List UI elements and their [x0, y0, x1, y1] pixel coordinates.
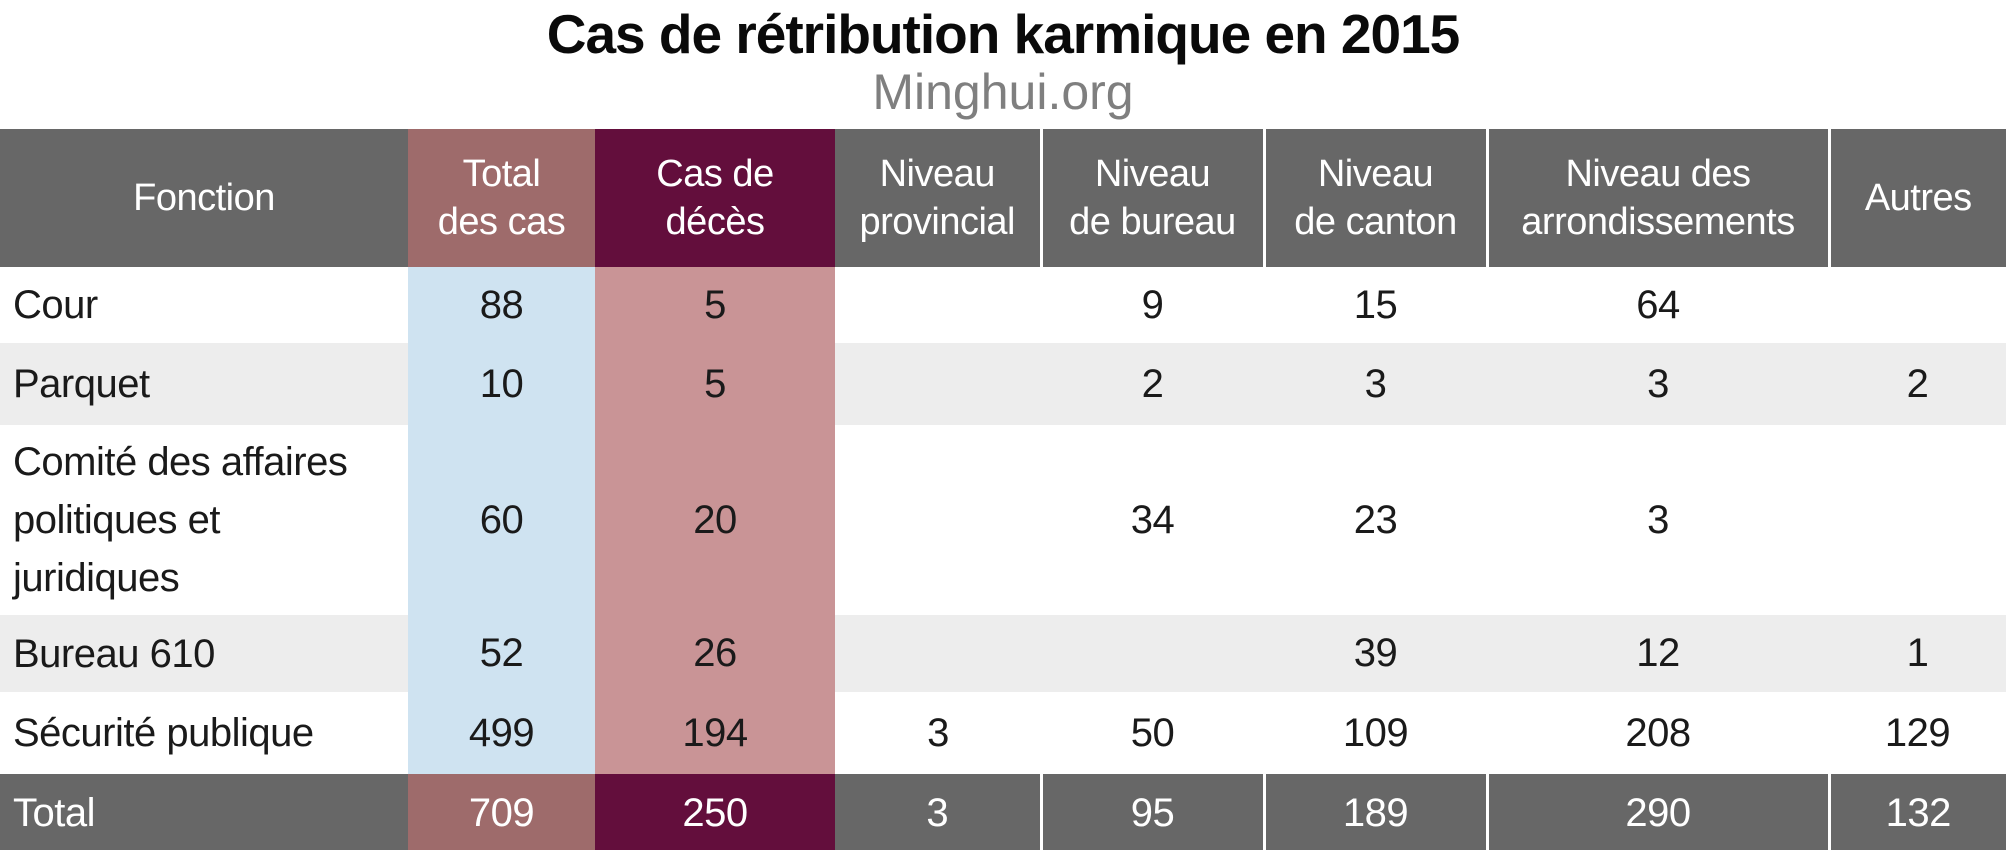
table-cell: [835, 267, 1041, 343]
row-label-line: juridiques: [13, 556, 180, 600]
karmic-retribution-table: Fonction Total des cas Cas de décès Nive…: [0, 129, 2006, 850]
column-header-label: arrondissements: [1521, 201, 1795, 243]
column-header-label: Niveau des: [1565, 153, 1751, 195]
table-cell: 52: [408, 615, 595, 692]
table-cell: 129: [1829, 692, 2006, 774]
column-header-fonction: Fonction: [0, 129, 408, 267]
row-label: Sécurité publique: [0, 692, 408, 774]
table-cell: 250: [595, 774, 835, 850]
table-row-parquet: Parquet 10 5 2 3 3 2: [0, 343, 2006, 425]
table-cell: 34: [1041, 425, 1264, 615]
table-cell: 95: [1039, 774, 1264, 850]
total-row: Total 709 250 3 95 189 290 132: [0, 774, 2006, 850]
table-cell: 15: [1264, 267, 1487, 343]
table-cell: 109: [1264, 692, 1487, 774]
column-header-label: Autres: [1864, 177, 1972, 219]
row-label-line: Bureau 610: [13, 631, 215, 676]
table-cell: 194: [595, 692, 835, 774]
table-cell: 709: [408, 774, 595, 850]
table-cell: [1829, 425, 2006, 615]
table-row-comite: Comité des affaires politiques et juridi…: [0, 425, 2006, 615]
table-cell: 189: [1262, 774, 1487, 850]
table-cell: 132: [1827, 774, 2006, 850]
column-header-niveau-de-canton: Niveau de canton: [1262, 129, 1487, 267]
column-header-label: de canton: [1294, 201, 1457, 243]
table-row-cour: Cour 88 5 9 15 64: [0, 267, 2006, 343]
table-cell: 208: [1487, 692, 1829, 774]
table-cell: 3: [835, 774, 1041, 850]
header-row: Fonction Total des cas Cas de décès Nive…: [0, 129, 2006, 267]
table-cell: 60: [408, 425, 595, 615]
table-cell: 64: [1487, 267, 1829, 343]
row-label-line: politiques et: [13, 498, 220, 542]
column-header-label: Niveau: [1317, 153, 1434, 195]
table-cell: 26: [595, 615, 835, 692]
table-cell: 5: [595, 267, 835, 343]
column-header-total-des-cas: Total des cas: [408, 129, 595, 267]
table-cell: 50: [1041, 692, 1264, 774]
table-cell: 9: [1041, 267, 1264, 343]
table-cell: [835, 615, 1041, 692]
chart-title: Cas de rétribution karmique en 2015: [546, 3, 1461, 65]
table-cell: 3: [1487, 343, 1829, 425]
row-label-line: Cour: [13, 283, 98, 327]
column-header-label: Fonction: [133, 177, 275, 219]
column-header-label: de bureau: [1069, 201, 1236, 243]
table-cell: 88: [408, 267, 595, 343]
table-cell: 1: [1829, 615, 2006, 692]
row-label-line: Sécurité publique: [13, 711, 314, 755]
table-cell: [1829, 267, 2006, 343]
column-header-label: Total: [462, 153, 541, 195]
table-row-bureau-610: Bureau 610 52 26 39 12 1: [0, 615, 2006, 692]
table-cell: 290: [1485, 774, 1829, 850]
row-label: Comité des affaires politiques et juridi…: [0, 425, 408, 615]
total-row-label: Total: [0, 774, 408, 850]
table-cell: 2: [1829, 343, 2006, 425]
column-header-label: décès: [665, 201, 765, 243]
column-header-niveau-provincial: Niveau provincial: [835, 129, 1041, 267]
column-header-cas-de-deces: Cas de décès: [595, 129, 835, 267]
column-header-label: Niveau: [1094, 153, 1211, 195]
table-cell: 23: [1264, 425, 1487, 615]
table-cell: [835, 425, 1041, 615]
table-cell: 12: [1487, 615, 1829, 692]
table-cell: 10: [408, 343, 595, 425]
table-cell: [1041, 615, 1264, 692]
column-header-label: Niveau: [879, 153, 996, 195]
table-cell: 20: [595, 425, 835, 615]
row-label-line: Comité des affaires: [13, 440, 348, 484]
table-cell: 39: [1264, 615, 1487, 692]
table-cell: 3: [835, 692, 1041, 774]
column-header-autres: Autres: [1827, 129, 2006, 267]
column-header-label: provincial: [859, 201, 1016, 243]
table-cell: 2: [1041, 343, 1264, 425]
table-cell: 499: [408, 692, 595, 774]
column-header-niveau-de-bureau: Niveau de bureau: [1039, 129, 1264, 267]
column-header-label: Cas de: [656, 153, 774, 195]
table-row-securite-publique: Sécurité publique 499 194 3 50 109 208 1…: [0, 692, 2006, 774]
table-cell: 3: [1264, 343, 1487, 425]
column-header-niveau-des-arrondissements: Niveau des arrondissements: [1485, 129, 1829, 267]
table-cell: [835, 343, 1041, 425]
row-label: Bureau 610: [0, 615, 408, 692]
row-label-line: Parquet: [13, 362, 150, 406]
chart-subtitle: Minghui.org: [872, 64, 1134, 120]
table-cell: 5: [595, 343, 835, 425]
table-cell: 3: [1487, 425, 1829, 615]
row-label: Parquet: [0, 343, 408, 425]
row-label: Cour: [0, 267, 408, 343]
column-header-label: des cas: [437, 201, 566, 243]
